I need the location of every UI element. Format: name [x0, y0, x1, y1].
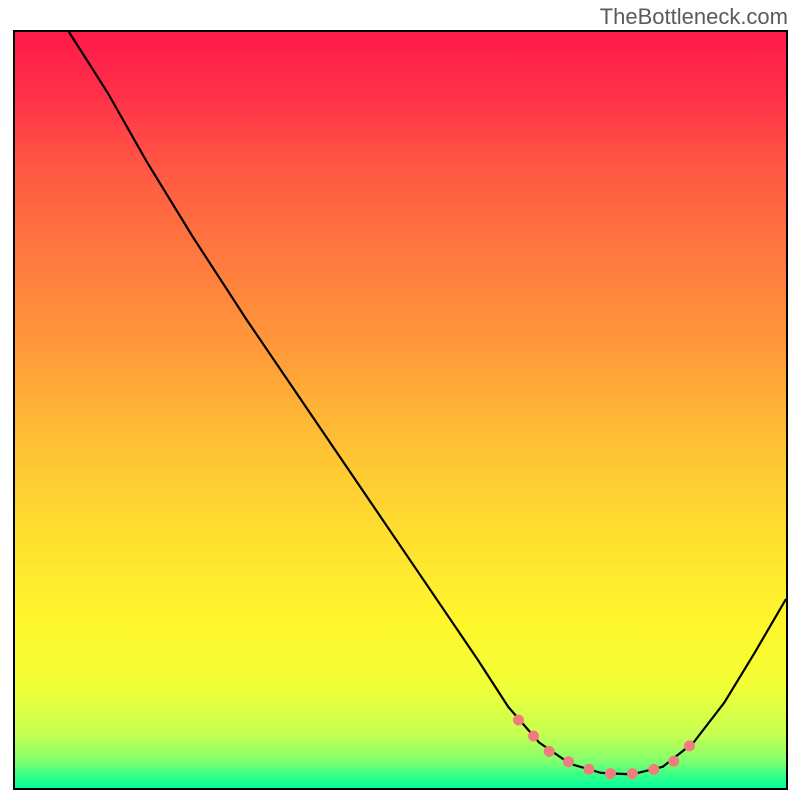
- bottleneck-chart: TheBottleneck.com: [0, 0, 800, 800]
- plot-area: [13, 30, 788, 790]
- attribution-text: TheBottleneck.com: [600, 4, 788, 30]
- bottleneck-curve: [69, 32, 786, 774]
- curve-layer: [15, 32, 786, 788]
